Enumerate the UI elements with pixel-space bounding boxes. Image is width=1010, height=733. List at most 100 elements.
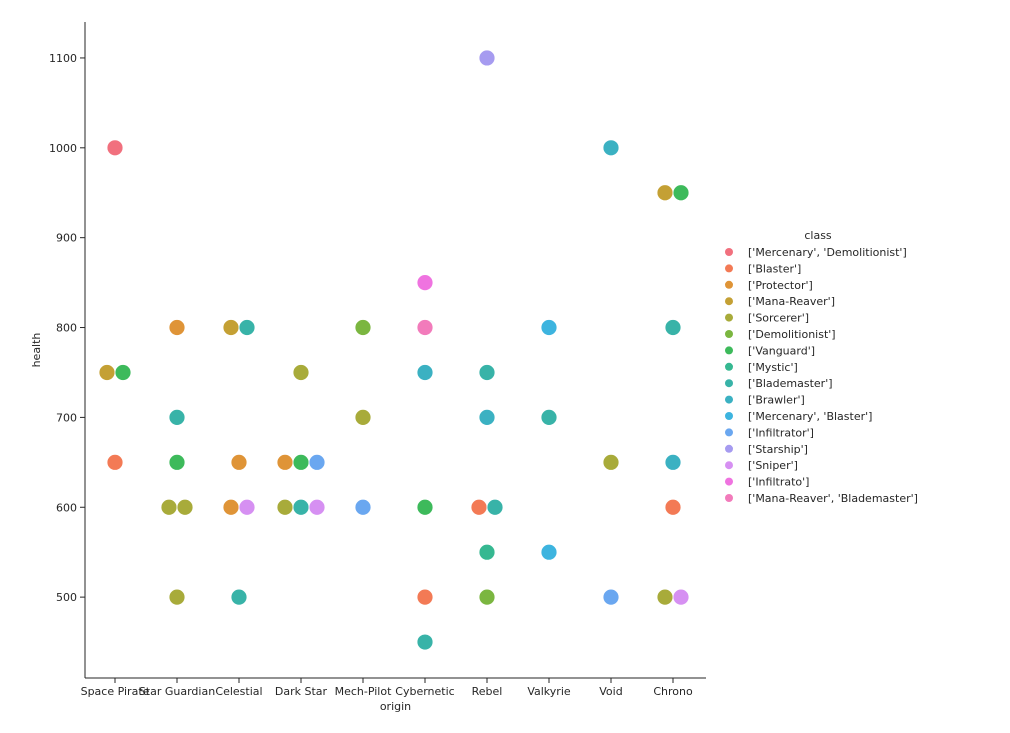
legend-marker (725, 395, 733, 404)
data-point (478, 364, 496, 381)
data-point (602, 139, 620, 157)
data-point (664, 453, 682, 471)
data-point (486, 498, 504, 516)
data-point (354, 408, 372, 426)
data-point (672, 184, 690, 202)
data-point (238, 498, 256, 516)
x-axis-label: origin (380, 700, 411, 713)
legend-title: class (804, 229, 832, 242)
data-point (540, 408, 558, 426)
data-point (276, 498, 294, 516)
legend-entry: ['Vanguard'] (748, 344, 815, 357)
data-point (672, 588, 690, 606)
legend-marker (725, 313, 733, 322)
data-point (664, 498, 682, 516)
y-tick-label: 800 (56, 322, 77, 335)
data-point (416, 588, 434, 606)
legend-entry: ['Blademaster'] (748, 377, 833, 390)
legend-marker (725, 280, 733, 289)
data-point (168, 588, 186, 606)
legend-entry: ['Sniper'] (748, 459, 798, 472)
legend-marker (725, 362, 733, 371)
x-tick-label: Space Pirate (81, 685, 150, 698)
data-point (160, 498, 178, 516)
data-point (114, 364, 132, 381)
data-point (656, 184, 674, 202)
legend-marker (725, 264, 733, 273)
data-point (540, 319, 558, 336)
legend-marker (725, 461, 733, 470)
data-point (98, 364, 116, 381)
y-tick-label: 700 (56, 411, 77, 424)
y-tick-label: 900 (56, 232, 77, 245)
legend-marker (725, 477, 733, 486)
data-point (416, 498, 434, 516)
data-point (656, 588, 674, 606)
data-point (478, 588, 496, 606)
data-point (416, 319, 434, 336)
data-point (308, 498, 326, 516)
legend-entry: ['Blaster'] (748, 262, 801, 275)
x-tick-label: Valkyrie (527, 685, 571, 698)
legend-entry: ['Demolitionist'] (748, 328, 836, 341)
x-tick-label: Rebel (472, 685, 503, 698)
legend-entry: ['Infiltrator'] (748, 426, 814, 439)
y-tick-label: 500 (56, 591, 77, 604)
x-tick-label: Chrono (653, 685, 693, 698)
x-tick-label: Cybernetic (395, 685, 454, 698)
legend-marker (725, 297, 733, 306)
legend-entry: ['Sorcerer'] (748, 312, 809, 325)
data-point (308, 453, 326, 471)
data-point (230, 453, 248, 471)
x-tick-label: Mech-Pilot (335, 685, 392, 698)
data-point (222, 319, 240, 336)
legend-marker (725, 444, 733, 453)
y-tick-label: 600 (56, 501, 77, 514)
x-tick-label: Void (599, 685, 622, 698)
data-point (540, 543, 558, 561)
legend-entry: ['Mana-Reaver', 'Blademaster'] (748, 492, 918, 505)
legend-entry: ['Mana-Reaver'] (748, 295, 835, 308)
data-point (602, 588, 620, 606)
data-point (478, 49, 496, 67)
x-tick-label: Celestial (215, 685, 262, 698)
x-tick-label: Star Guardian (139, 685, 215, 698)
data-point (478, 408, 496, 426)
data-point (222, 498, 240, 516)
data-point (416, 633, 434, 651)
data-point (276, 453, 294, 471)
data-point (354, 319, 372, 336)
data-point (176, 498, 194, 516)
legend-marker (725, 494, 733, 502)
legend-entry: ['Mercenary', 'Blaster'] (748, 410, 872, 423)
data-point (238, 319, 256, 336)
legend-entry: ['Infiltrato'] (748, 476, 809, 489)
data-point (168, 408, 186, 426)
data-point (230, 588, 248, 606)
data-point (292, 453, 310, 471)
data-point (470, 498, 488, 516)
legend-marker (725, 379, 733, 388)
legend-marker (725, 412, 733, 420)
data-point (664, 319, 682, 336)
data-point (354, 498, 372, 516)
plot-area: 500 600 700 800 900 1000 1100 Space PirateStar… (49, 22, 706, 698)
data-point (416, 274, 434, 292)
legend-marker (725, 248, 733, 256)
data-point (602, 453, 620, 471)
data-point (106, 453, 124, 471)
legend-marker (725, 330, 733, 338)
data-point (168, 319, 186, 336)
legend-entry: ['Mercenary', 'Demolitionist'] (748, 246, 907, 259)
y-axis-ticks: 500 600 700 800 900 1000 1100 (49, 52, 85, 604)
legend-marker (725, 346, 733, 355)
data-point (292, 498, 310, 516)
y-axis-label: health (30, 333, 43, 368)
legend-entry: ['Brawler'] (748, 394, 805, 407)
data-point (106, 139, 124, 157)
y-tick-label: 1100 (49, 52, 77, 65)
y-tick-label: 1000 (49, 142, 77, 155)
legend-items: ['Mercenary', 'Demolitionist'] ['Blaster'… (725, 246, 918, 505)
data-point (168, 453, 186, 471)
